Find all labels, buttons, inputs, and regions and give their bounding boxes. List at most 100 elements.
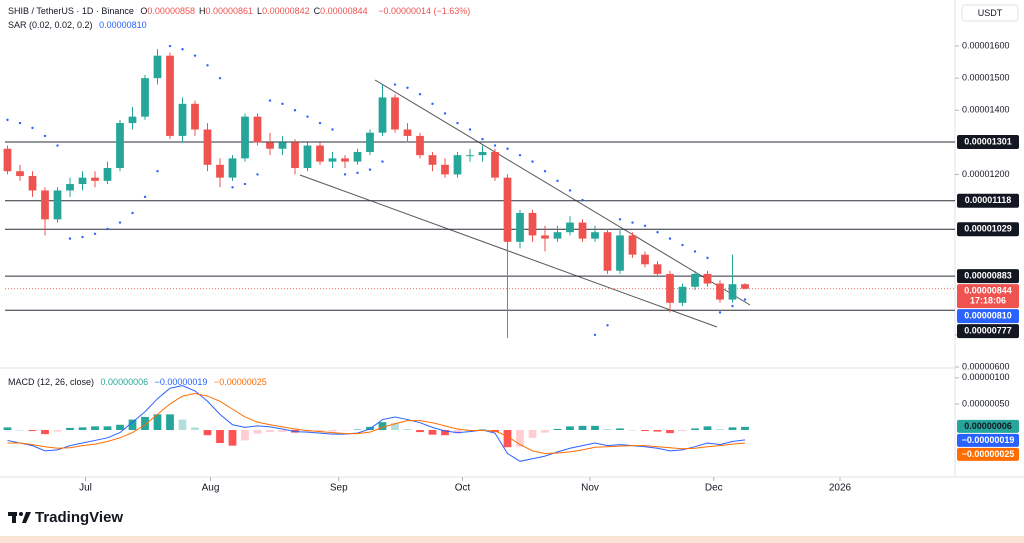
ohlc-label: H <box>198 6 206 16</box>
sar-dot <box>31 126 34 130</box>
macd-histogram-bar <box>316 430 324 432</box>
candle-body <box>703 273 712 284</box>
candle-body <box>91 177 99 181</box>
sar-dot <box>518 153 522 157</box>
sar-dot <box>206 64 209 67</box>
sar-dot <box>593 333 597 337</box>
axis-label-box <box>957 433 1019 447</box>
candle-body <box>728 284 737 300</box>
macd-histogram-bar <box>691 428 699 430</box>
ohlc-value: 0.00000861 <box>205 6 254 16</box>
sar-dot <box>493 144 497 147</box>
sar-dot <box>356 171 359 175</box>
macd-line <box>7 392 746 454</box>
macd-hist-value: 0.00000006 <box>100 377 149 387</box>
macd-histogram-bar <box>66 427 74 430</box>
macd-histogram-bar <box>591 425 599 430</box>
macd-histogram-bar <box>541 430 549 433</box>
axis-label: 0.00001029 <box>964 224 1012 234</box>
sar-dot <box>318 121 322 125</box>
candle-body <box>678 286 687 303</box>
x-tick-label: Dec <box>705 483 723 494</box>
candle-body <box>378 97 387 133</box>
macd-histogram-bar <box>341 430 349 431</box>
sar-dot <box>231 186 234 189</box>
sar-dot <box>406 86 409 89</box>
sar-dot <box>506 147 509 150</box>
macd-histogram-bar <box>28 430 37 432</box>
candle-body <box>741 284 749 289</box>
macd-histogram-bar <box>166 414 174 430</box>
macd-histogram-bar <box>191 427 199 430</box>
candle-body <box>366 132 374 152</box>
macd-histogram-bar <box>328 430 337 432</box>
ohlc-label: C <box>313 6 321 16</box>
sar-dot <box>681 243 684 247</box>
axis-label-box <box>957 419 1019 433</box>
x-tick-label: Aug <box>202 483 220 494</box>
sar-dot <box>331 128 334 131</box>
candle-body <box>591 232 599 239</box>
macd-histogram-bar <box>741 426 749 430</box>
candle-body <box>28 176 37 191</box>
macd-histogram-bar <box>391 423 399 430</box>
candle-body <box>78 177 87 185</box>
candle-body <box>41 190 49 220</box>
axis-label: 0.00000844 <box>964 286 1012 296</box>
candle-body <box>291 142 299 169</box>
axis-label-box <box>957 193 1019 208</box>
sar-dot <box>631 221 634 224</box>
macd-histogram-bar <box>441 430 449 436</box>
axis-label: −0.00000025 <box>962 449 1015 459</box>
sar-dot <box>656 231 659 234</box>
macd-histogram-bar <box>203 430 212 436</box>
macd-histogram-bar <box>378 422 387 430</box>
candle-body <box>228 158 237 178</box>
candle-body <box>491 151 499 178</box>
y-tick-label: 0.00001600 <box>962 40 1010 50</box>
sar-dot <box>6 118 9 122</box>
macd-histogram-bar <box>653 430 662 432</box>
y-tick-label: 0.00000050 <box>962 398 1010 408</box>
axis-label: 0.00000810 <box>964 311 1012 321</box>
macd-histogram-bar <box>503 430 512 448</box>
macd-histogram-bar <box>41 430 49 435</box>
axis-label-box <box>957 222 1019 237</box>
candle-body <box>616 235 624 271</box>
candle-body <box>16 171 24 177</box>
macd-line-value: −0.00000019 <box>154 377 208 387</box>
currency-box[interactable] <box>961 4 1019 22</box>
macd-histogram-bar <box>3 427 12 430</box>
macd-signal-value: −0.00000025 <box>213 377 267 387</box>
sar-title: SAR (0.02, 0.02, 0.2) <box>8 20 93 30</box>
x-tick-label: 2026 <box>829 483 852 494</box>
macd-histogram-bar <box>353 429 362 430</box>
currency[interactable]: USDT <box>978 8 1003 18</box>
sar-value: 0.00000810 <box>99 20 147 30</box>
ohlc-value: 0.00000844 <box>320 6 368 16</box>
ohlc-label: O <box>140 6 148 16</box>
candle-body <box>341 158 349 162</box>
sar-dot <box>256 173 259 176</box>
sar-dot <box>718 311 722 314</box>
sar-dot <box>731 304 734 308</box>
macd-histogram-bar <box>428 430 437 435</box>
macd-histogram-bar <box>553 428 562 430</box>
candle-body <box>466 155 474 157</box>
macd-histogram-bar <box>578 425 587 430</box>
candle-body <box>53 190 62 220</box>
axis-label: 0.00001118 <box>965 195 1012 205</box>
candle-body <box>128 116 137 124</box>
axis-label: 0.00000883 <box>964 271 1012 281</box>
sar-dot <box>706 256 709 260</box>
candle-body <box>166 55 174 136</box>
macd-histogram-bar <box>616 428 624 430</box>
macd-histogram-bar <box>16 430 24 431</box>
sar-dot <box>106 227 109 231</box>
sar-dot <box>293 109 297 112</box>
candle-body <box>303 145 312 169</box>
candle-body <box>316 145 324 162</box>
candle-body <box>503 177 512 242</box>
sar-dot <box>481 137 484 141</box>
sar-dot <box>268 99 272 102</box>
